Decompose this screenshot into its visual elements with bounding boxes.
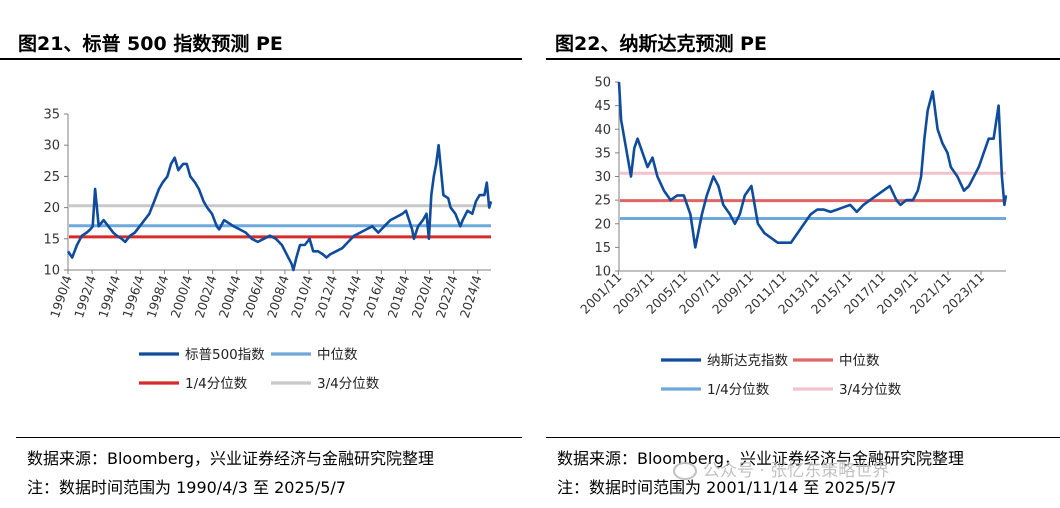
x-tick-label: 2016/4 <box>360 273 388 320</box>
x-tick-label: 2000/4 <box>168 273 196 320</box>
note-text: 注：数据时间范围为 1990/4/3 至 2025/5/7 <box>27 478 346 497</box>
x-tick-label: 1994/4 <box>95 273 123 320</box>
title-rule <box>546 58 1060 60</box>
x-tick-label: 1996/4 <box>119 273 147 320</box>
x-tick-label: 1990/4 <box>47 273 75 320</box>
y-tick-label: 50 <box>594 76 611 91</box>
panel-nasdaq: 图22、纳斯达克预测 PE 10 15 20 25 30 35 40 45 50 2001/11 2… <box>543 0 1060 508</box>
x-tick-label: 1998/4 <box>143 273 171 320</box>
legend-label: 1/4分位数 <box>185 376 248 392</box>
series-line <box>66 143 493 272</box>
x-tick-label: 2018/4 <box>384 273 412 320</box>
y-tick-label: 35 <box>594 146 611 161</box>
footer-rule <box>546 437 1060 438</box>
y-tick-label: 45 <box>594 99 611 114</box>
chart-title: 图22、纳斯达克预测 PE <box>555 33 767 55</box>
legend-label: 3/4分位数 <box>839 382 902 398</box>
x-tick-label: 2008/4 <box>264 273 292 320</box>
y-tick-label: 25 <box>43 170 60 185</box>
legend-label: 纳斯达克指数 <box>707 353 788 369</box>
x-tick-label: 2020/4 <box>409 273 437 320</box>
panel-sp500: 图21、标普 500 指数预测 PE 10 15 20 25 30 35 1990/4 199… <box>0 0 522 508</box>
y-tick-label: 20 <box>43 201 60 216</box>
x-tick-label: 1992/4 <box>71 273 99 320</box>
source-text: 数据来源：Bloomberg，兴业证券经济与金融研究院整理 <box>557 449 965 468</box>
sp500-pe-chart: 10 15 20 25 30 35 1990/41992/41994/41996/41998… <box>43 108 493 392</box>
x-tick-label: 2022/4 <box>433 273 461 320</box>
x-tick-label: 2012/4 <box>312 273 340 320</box>
x-tick-label: 2014/4 <box>336 273 364 320</box>
y-tick-label: 30 <box>43 139 60 154</box>
y-tick-label: 15 <box>594 241 611 256</box>
x-tick-label: 2010/4 <box>288 273 316 320</box>
legend-label: 1/4分位数 <box>707 382 770 398</box>
x-tick-label: 2004/4 <box>216 273 244 320</box>
y-tick-label: 30 <box>594 170 611 185</box>
legend-label: 中位数 <box>839 353 880 369</box>
y-tick-label: 10 <box>43 264 60 279</box>
series-line <box>617 81 1008 249</box>
legend-label: 标普500指数 <box>185 347 265 363</box>
x-tick-label: 2006/4 <box>240 273 268 320</box>
source-text: 数据来源：Bloomberg，兴业证券经济与金融研究院整理 <box>27 449 435 468</box>
y-tick-label: 10 <box>594 265 611 280</box>
x-tick-label: 2024/4 <box>457 273 485 320</box>
watermark: 公众号 · 张忆东策略世界 <box>673 456 889 481</box>
wechat-icon <box>673 462 697 480</box>
y-tick-label: 15 <box>43 232 60 247</box>
watermark-text: 公众号 · 张忆东策略世界 <box>703 461 890 481</box>
chart-title: 图21、标普 500 指数预测 PE <box>18 33 283 55</box>
nasdaq-pe-chart: 1015202530354045502001/112003/112005/112… <box>577 76 1008 398</box>
footer-rule <box>16 437 522 438</box>
y-tick-label: 35 <box>43 108 60 123</box>
legend-label: 中位数 <box>317 347 358 363</box>
title-rule <box>0 58 522 60</box>
y-tick-label: 40 <box>594 123 611 138</box>
x-tick-label: 2002/4 <box>192 273 220 320</box>
y-tick-label: 25 <box>594 194 611 209</box>
y-tick-label: 20 <box>594 217 611 232</box>
note-text: 注：数据时间范围为 2001/11/14 至 2025/5/7 <box>557 478 897 497</box>
legend-label: 3/4分位数 <box>317 376 380 392</box>
